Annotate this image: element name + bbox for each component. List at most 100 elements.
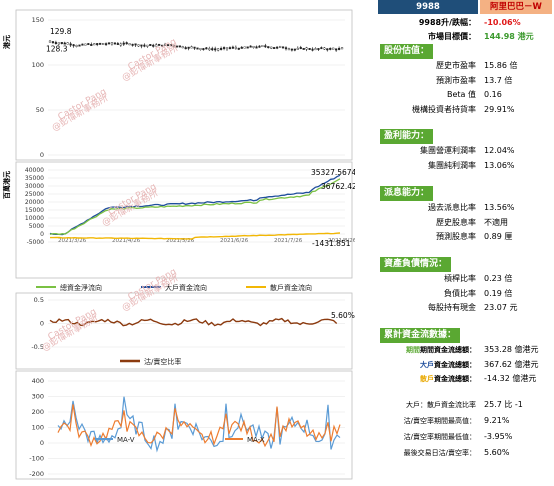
price-candle-body	[99, 42, 102, 45]
ma-y-tick: -200	[29, 470, 44, 478]
stat-value: 25.7 比 -1	[484, 400, 523, 409]
stat-label-text: 資金流總額：	[434, 360, 476, 369]
price-candle-body	[208, 48, 211, 51]
price-candle-body	[296, 47, 299, 50]
price-low-label: 128.3	[46, 45, 68, 54]
stat-label: 集團純利潤率	[428, 160, 476, 170]
flow-x-tick: 2021/6/26	[220, 238, 249, 244]
legend-label: 沽/賣空比率	[144, 357, 181, 366]
price-candle-body	[246, 46, 249, 49]
price-candle-body	[222, 47, 226, 49]
price-candle-body	[149, 44, 152, 46]
flow-x-tick: 2021/3/26	[58, 238, 87, 244]
stat-row: 沽/賣空率期間最低值： -3.95%	[378, 430, 552, 444]
price-candle-body	[302, 47, 305, 50]
short-series-line	[49, 317, 338, 327]
price-candle-body	[305, 47, 308, 50]
stat-label: 沽/賣空率期間最高值：	[403, 417, 476, 425]
price-candle-body	[93, 43, 96, 46]
stat-row: 市場目標價： 144.98 港元	[378, 30, 552, 44]
legend-label: 大戶資金流向	[165, 283, 207, 292]
price-candle-body	[137, 44, 140, 47]
price-candle-body	[231, 46, 234, 49]
price-candle-body	[143, 44, 146, 47]
price-candle-body	[311, 48, 314, 51]
ma-x-line	[57, 404, 341, 448]
short-y-tick: 0	[40, 320, 44, 328]
price-candle-body	[261, 45, 264, 48]
stat-value: 13.56%	[484, 203, 515, 212]
price-candle-body	[299, 47, 302, 49]
stat-row: Beta 值 0.16	[378, 88, 552, 102]
flow-series-total-line	[49, 178, 341, 236]
price-y-label: 港元	[2, 35, 11, 49]
price-candle-body	[234, 46, 237, 49]
price-candle-body	[228, 47, 232, 50]
price-candle-body	[178, 45, 181, 48]
price-y-tick: 100	[32, 61, 44, 69]
flow-big-label: 36762.42	[321, 182, 355, 191]
price-candle-body	[57, 42, 60, 45]
stat-label: 散戶資金流總額：	[420, 372, 476, 386]
stat-value: 0.23 倍	[484, 274, 513, 283]
price-candle-body	[199, 48, 202, 50]
stat-label: 負債比率	[444, 288, 476, 298]
short-y-tick: 0.5	[34, 296, 44, 304]
stat-value: 23.07 元	[484, 303, 518, 312]
stat-label: 歷史市盈率	[436, 61, 476, 70]
stat-value: -10.06%	[484, 18, 521, 27]
flow-x-tick: 2021/5/26	[166, 238, 195, 244]
stat-value: 144.98 港元	[484, 32, 534, 41]
price-candle-body	[202, 48, 205, 51]
stat-row: 最後交易日沽/賣空率： 5.60%	[378, 446, 552, 460]
price-candle-body	[131, 43, 134, 46]
stat-label: 市場目標價：	[428, 32, 476, 41]
stat-label: 最後交易日沽/賣空率：	[403, 449, 476, 457]
price-candle-body	[181, 46, 184, 49]
stat-label: 沽/賣空率期間最低值：	[403, 433, 476, 441]
price-candle-body	[48, 40, 52, 43]
price-candle-body	[214, 48, 217, 51]
price-candle-body	[63, 42, 66, 45]
price-candle-body	[273, 47, 276, 49]
stat-label: 大戶：散戶資金流比率	[406, 401, 476, 409]
price-candle-body	[169, 44, 173, 47]
price-candle-body	[270, 46, 273, 49]
price-candle-body	[187, 46, 190, 49]
ma-y-tick: 0	[40, 439, 44, 447]
price-candle-body	[78, 44, 81, 47]
price-candle-body	[205, 47, 208, 50]
price-candle-body	[314, 48, 317, 51]
stat-label: 機構投資者持貨率	[412, 104, 476, 114]
stat-label-prefix: 期間	[406, 346, 420, 354]
price-candle-body	[66, 42, 69, 45]
price-candle-body	[219, 48, 223, 50]
price-candle-body	[317, 48, 320, 50]
price-candle-body	[128, 43, 131, 46]
price-candle-body	[140, 44, 143, 47]
stat-label-text: 期間資金流總額：	[420, 346, 476, 354]
price-candle-body	[281, 46, 285, 49]
ma-y-tick: 200	[32, 408, 44, 416]
price-candle-body	[190, 46, 193, 49]
price-candle-body	[255, 46, 258, 49]
flow-series-retail-line	[50, 232, 341, 240]
price-candle-body	[110, 42, 114, 45]
stat-row: 期間期間資金流總額： 353.28 億港元	[378, 343, 552, 357]
stat-label-text: 資金流總額：	[434, 375, 476, 383]
stat-value: 5.60%	[484, 448, 510, 457]
flow-y-tick: -5000	[27, 239, 45, 246]
legend-label: 散戶資金流向	[270, 283, 312, 292]
section-header: 盈利能力：	[380, 129, 434, 144]
flow-y-tick: 5000	[29, 223, 44, 230]
stat-label: 每股持有現金	[428, 303, 476, 312]
price-candle-body	[90, 44, 93, 46]
price-candle-body	[308, 48, 311, 50]
price-candle-body	[290, 48, 293, 51]
price-candle-body	[163, 44, 167, 47]
price-candle-body	[332, 47, 335, 50]
flow-y-tick: 40000	[25, 167, 44, 174]
stat-value: 13.06%	[484, 160, 515, 170]
stat-label-prefix: 散戶	[420, 375, 434, 383]
stat-row: 每股持有現金 23.07 元	[378, 301, 552, 315]
